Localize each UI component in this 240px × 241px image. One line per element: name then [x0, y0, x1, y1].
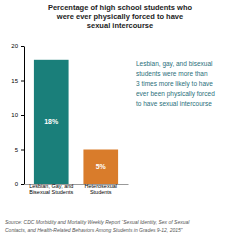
tick-label-line: Students — [90, 189, 112, 195]
bar — [34, 60, 69, 184]
tick-label-line: Lesbian, Gay, and — [29, 183, 73, 189]
annotations: Lesbian, gay, and bisexual students were … — [136, 60, 215, 107]
data-label: 18% — [44, 118, 59, 125]
tick-label: 5 — [15, 147, 19, 153]
data-label: 5% — [96, 163, 107, 170]
chart-svg: Percentage of high school students whowe… — [0, 0, 240, 241]
source-line: Contacts, and Health-Related Behaviors A… — [5, 227, 183, 233]
bars — [34, 60, 118, 184]
tick-label: Lesbian, Gay, andBisexual Students — [29, 183, 73, 195]
title: Percentage of high school students whowe… — [48, 3, 193, 30]
tick-mark — [21, 46, 24, 47]
tick-mark — [21, 115, 24, 116]
annotation: Lesbian, gay, and bisexual — [136, 60, 213, 68]
tick-label: HeterosexualStudents — [85, 183, 117, 195]
tick: 20 — [11, 43, 24, 49]
tick-label-line: Bisexual Students — [29, 189, 73, 195]
axis-line — [24, 47, 25, 185]
bar — [83, 150, 118, 185]
title-line: sexual intercourse — [87, 21, 153, 30]
tick-mark — [21, 150, 24, 151]
source-line: Source: CDC Morbidity and Mortality Week… — [5, 219, 190, 225]
annotation: ever been physically forced — [136, 90, 215, 98]
chart-container: Percentage of high school students whowe… — [0, 0, 240, 241]
title-line: were ever physically forced to have — [56, 12, 183, 21]
tick-mark — [21, 81, 24, 82]
tick-label: 20 — [11, 43, 18, 49]
tick: 15 — [11, 78, 24, 84]
tick: HeterosexualStudents — [85, 183, 117, 195]
tick-label: 0 — [15, 181, 19, 187]
annotation: 3 times more likely to have — [136, 80, 213, 88]
tick-label: 15 — [11, 78, 18, 84]
title-line: Percentage of high school students who — [48, 3, 193, 12]
tick: Lesbian, Gay, andBisexual Students — [29, 183, 73, 195]
annotation: students were more than — [136, 70, 208, 77]
source: Source: CDC Morbidity and Mortality Week… — [5, 219, 190, 233]
tick: 5 — [15, 147, 24, 153]
data-labels: 18% 5% — [44, 118, 106, 170]
x-axis: Lesbian, Gay, andBisexual Students Hetero… — [25, 183, 129, 195]
tick-mark — [21, 184, 24, 185]
tick-label: 10 — [11, 112, 18, 118]
tick: 10 — [11, 112, 24, 118]
tick-label-line: Heterosexual — [85, 183, 117, 189]
y-axis: 0 5 10 15 20 — [11, 43, 24, 187]
annotation: to have sexual intercourse — [136, 100, 212, 107]
tick: 0 — [15, 181, 24, 187]
